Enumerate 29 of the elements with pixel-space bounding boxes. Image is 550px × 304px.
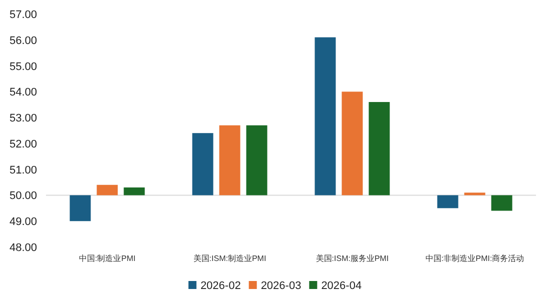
bar bbox=[368, 102, 390, 196]
y-tick-label: 51.00 bbox=[9, 164, 37, 176]
x-tick-label: 中国:制造业PMI bbox=[79, 254, 136, 263]
x-tick-label: 中国:非制造业PMI:商务活动 bbox=[425, 254, 524, 263]
bar bbox=[491, 195, 512, 211]
y-tick-label: 55.00 bbox=[9, 60, 37, 73]
bar bbox=[192, 133, 214, 196]
x-tick-label: 美国:ISM:制造业PMI bbox=[193, 254, 266, 263]
y-tick-label: 50.00 bbox=[9, 190, 37, 202]
y-tick-label: 53.00 bbox=[9, 112, 37, 125]
legend-label: 2026-02 bbox=[200, 280, 241, 292]
y-tick-label: 57.00 bbox=[9, 9, 37, 21]
bar bbox=[219, 125, 240, 196]
bar bbox=[246, 125, 268, 196]
bar bbox=[96, 184, 118, 196]
bar bbox=[437, 195, 458, 208]
bar bbox=[70, 195, 91, 222]
bar bbox=[464, 192, 486, 196]
legend-label: 2026-04 bbox=[321, 280, 362, 292]
y-tick-label: 48.00 bbox=[9, 242, 37, 254]
legend-label: 2026-03 bbox=[260, 280, 302, 292]
bar bbox=[342, 92, 363, 196]
y-tick-label: 54.00 bbox=[9, 86, 37, 99]
y-tick-label: 52.00 bbox=[9, 138, 37, 150]
y-tick-label: 56.00 bbox=[9, 34, 37, 47]
x-tick-label: 美国:ISM:服务业PMI bbox=[316, 254, 389, 263]
bar bbox=[124, 187, 145, 196]
y-tick-label: 49.00 bbox=[9, 216, 37, 228]
bar bbox=[314, 37, 336, 196]
